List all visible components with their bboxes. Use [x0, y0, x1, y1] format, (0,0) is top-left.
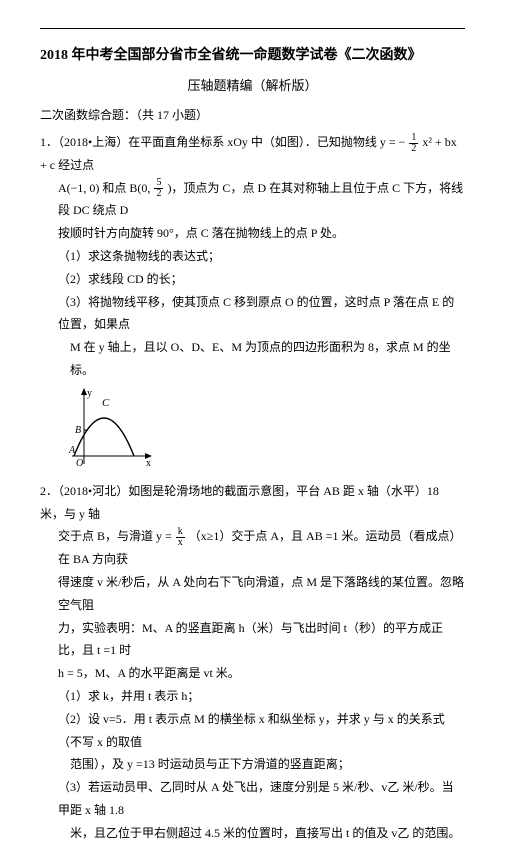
point-b-label: B — [75, 425, 81, 436]
top-rule — [40, 28, 465, 29]
section-header: 二次函数综合题：（共 17 小题） — [40, 104, 465, 127]
origin-label: O — [76, 458, 83, 469]
q1-frac1: 1 2 — [409, 133, 418, 154]
q1-line1: 1．（2018•上海）在平面直角坐标系 xOy 中（如图）．已知抛物线 y = … — [40, 131, 465, 177]
q2-line2a: 交于点 B，与滑道 y = — [58, 529, 175, 543]
q2-part1: （1）求 k，并用 t 表示 h； — [40, 685, 465, 708]
q1-line2a: A(−1, 0) 和点 B(0, — [58, 181, 153, 195]
axis-x-label: x — [146, 458, 151, 469]
q1-part1: （1）求这条抛物线的表达式； — [40, 245, 465, 268]
point-c-label: C — [102, 397, 110, 409]
point-a-label: A — [68, 445, 76, 456]
q1-opener: 1．（2018•上海）在平面直角坐标系 xOy 中（如图）．已知抛物线 y = … — [40, 135, 408, 149]
q1-line3: 按顺时针方向旋转 90°，点 C 落在抛物线上的点 P 处。 — [40, 222, 465, 245]
q1-part3a: （3）将抛物线平移，使其顶点 C 移到原点 O 的位置，这时点 P 落在点 E … — [40, 291, 465, 337]
q2-line5: h = 5，M、A 的水平距离是 vt 米。 — [40, 662, 465, 685]
q2-line4: 力，实验表明：M、A 的竖直距离 h（米）与飞出时间 t（秒）的平方成正比，且 … — [40, 617, 465, 663]
page: 2018 年中考全国部分省市全省统一命题数学试卷《二次函数》 压轴题精编（解析版… — [0, 0, 505, 865]
q2-line3: 得速度 v 米/秒后，从 A 处向右下飞向滑道，点 M 是下落路线的某位置。忽略… — [40, 571, 465, 617]
q1-part2: （2）求线段 CD 的长； — [40, 268, 465, 291]
axis-y-label: y — [87, 388, 92, 399]
frac-den: x — [176, 538, 185, 548]
q2-part3a: （3）若运动员甲、乙同时从 A 处飞出，速度分别是 5 米/秒、v乙 米/秒。当… — [40, 776, 465, 822]
q2-line1: 2．（2018•河北）如图是轮滑场地的截面示意图，平台 AB 距 x 轴（水平）… — [40, 480, 465, 526]
q1-part3b: M 在 y 轴上，且以 O、D、E、M 为顶点的四边形面积为 8，求点 M 的坐… — [40, 336, 465, 382]
q2-part2b: 范围），及 y =13 时运动员与正下方滑道的竖直距离； — [40, 753, 465, 776]
q2-frac: k x — [176, 527, 185, 548]
q1-line2: A(−1, 0) 和点 B(0, 5 2 )，顶点为 C，点 D 在其对称轴上且… — [40, 177, 465, 223]
q2-part3b: 米，且乙位于甲右侧超过 4.5 米的位置时，直接写出 t 的值及 v乙 的范围。 — [40, 822, 465, 845]
q1-frac2: 5 2 — [154, 178, 163, 199]
doc-subtitle: 压轴题精编（解析版） — [40, 74, 465, 99]
q1-graph: y x O A B C — [64, 386, 154, 476]
doc-title: 2018 年中考全国部分省市全省统一命题数学试卷《二次函数》 — [40, 43, 465, 70]
frac-den: 2 — [409, 144, 418, 154]
frac-den: 2 — [154, 189, 163, 199]
q2-line2: 交于点 B，与滑道 y = k x （x≥1）交于点 A，且 AB =1 米。运… — [40, 525, 465, 571]
q2-part2a: （2）设 v=5．用 t 表示点 M 的横坐标 x 和纵坐标 y，并求 y 与 … — [40, 708, 465, 754]
